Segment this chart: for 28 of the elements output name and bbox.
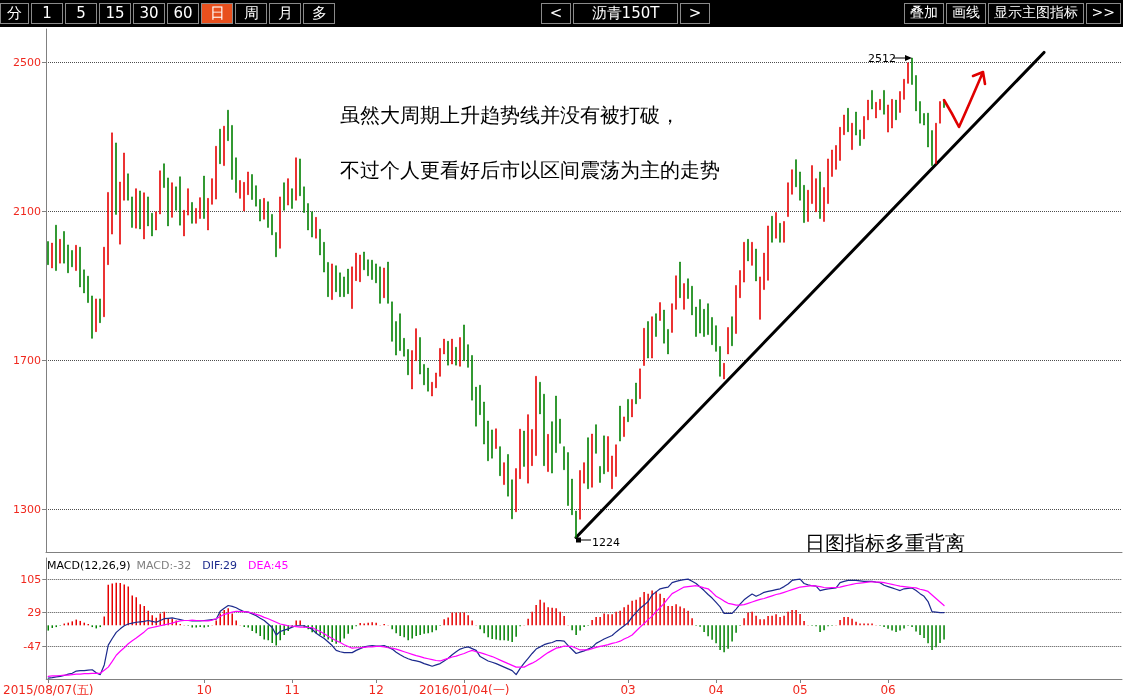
x-tick-label: 11 bbox=[284, 683, 300, 697]
x-tick-label: 04 bbox=[708, 683, 724, 697]
x-tick-label: 06 bbox=[880, 683, 896, 697]
y-tick-label: 1300 bbox=[13, 502, 41, 516]
annotation: 不过个人更看好后市以区间震荡为主的走势 bbox=[340, 158, 720, 182]
y-tick-label: 105 bbox=[20, 572, 42, 586]
x-tick-label: 10 bbox=[196, 683, 212, 697]
series-label: MACD:-32 bbox=[136, 559, 192, 572]
y-tick-label: 2100 bbox=[13, 204, 41, 218]
annotation: 2512 bbox=[868, 51, 896, 65]
annotation: 虽然大周期上升趋势线并没有被打破， bbox=[340, 103, 680, 127]
x-tick-label: 2016/01/04(一) bbox=[418, 683, 510, 697]
annotation: 1224 bbox=[592, 535, 620, 549]
text: < 沥青150T > bbox=[549, 4, 702, 22]
y-tick-label: 2500 bbox=[13, 56, 41, 69]
x-tick-label: 12 bbox=[368, 683, 384, 697]
chart-title: MACD(12,26,9) bbox=[47, 559, 131, 572]
x-tick-label: 2015/08/07(五) bbox=[3, 683, 94, 697]
text: DEA:45 bbox=[248, 559, 289, 572]
text: 分 1 5 15 30 60 日 周 月 多 bbox=[7, 4, 327, 22]
text: DIF:29 bbox=[202, 559, 238, 572]
annotation: 日图指标多重背离 bbox=[805, 531, 965, 555]
text: 叠加 画线 显示主图指标 >> bbox=[909, 4, 1115, 20]
x-tick-label: 05 bbox=[792, 683, 808, 697]
y-tick-label: 1700 bbox=[13, 353, 41, 367]
x-tick-label: 03 bbox=[620, 683, 636, 697]
y-tick-label: 29 bbox=[27, 606, 42, 620]
y-tick-label: -47 bbox=[23, 639, 42, 653]
